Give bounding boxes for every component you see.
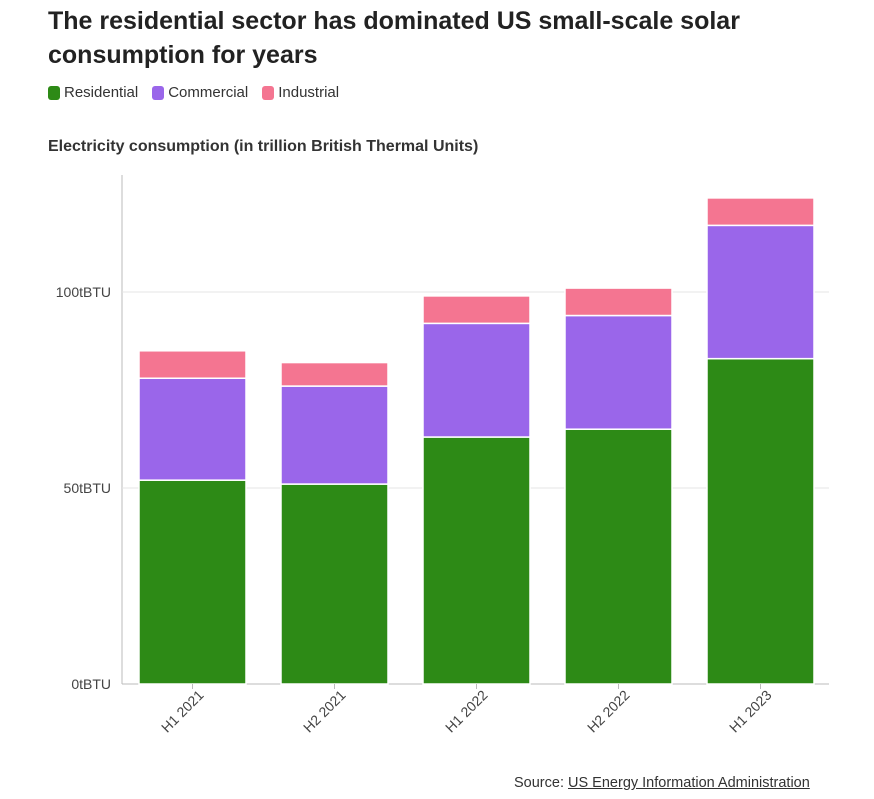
y-tick-label: 100tBTU [56,284,111,300]
legend-label-commercial: Commercial [168,84,249,101]
legend: Residential Commercial Industrial [48,84,339,101]
chart-subtitle: Electricity consumption (in trillion Bri… [48,138,479,155]
y-tick-label: 0tBTU [71,676,111,692]
x-tick-label: H2 2021 [300,687,349,736]
x-tick-label: H1 2023 [726,687,775,736]
source-prefix: Source: [514,775,564,791]
x-tick-label: H1 2021 [158,687,207,736]
bar-segment-commercial [138,377,247,481]
bar-segment-residential [280,483,389,685]
bar-segment-residential [564,428,673,685]
bar-segment-residential [138,479,247,685]
bar-segment-commercial [706,224,815,360]
legend-swatch-industrial [262,85,275,100]
bar-segment-commercial [280,385,389,485]
y-tick-label: 50tBTU [64,480,111,496]
bar-segment-industrial [280,361,389,387]
legend-swatch-commercial [152,85,165,100]
bar-segment-industrial [706,197,815,227]
bar-segment-residential [422,436,531,685]
bar-segment-industrial [422,295,531,325]
legend-item-industrial: Industrial [262,84,339,101]
bar-segment-industrial [138,350,247,379]
legend-item-residential: Residential [48,84,138,101]
x-tick-label: H2 2022 [584,687,633,736]
chart-title: The residential sector has dominated US … [48,7,740,69]
legend-label-residential: Residential [64,84,139,101]
legend-item-commercial: Commercial [152,84,248,101]
source-note: Source: US Energy Information Administra… [514,775,810,791]
bar-segment-commercial [422,322,531,438]
stacked-bar-chart: 0tBTU 50tBTU 100tBTU H1 2021 H2 2021 H1 2022 H… [56,175,829,736]
bar-segment-industrial [564,287,673,317]
x-tick-label: H1 2022 [442,687,491,736]
legend-swatch-residential [48,85,60,100]
bar-segment-commercial [564,314,673,430]
source-link[interactable]: US Energy Information Administration [568,775,810,791]
bar-segment-residential [706,357,815,685]
legend-label-industrial: Industrial [278,84,340,101]
